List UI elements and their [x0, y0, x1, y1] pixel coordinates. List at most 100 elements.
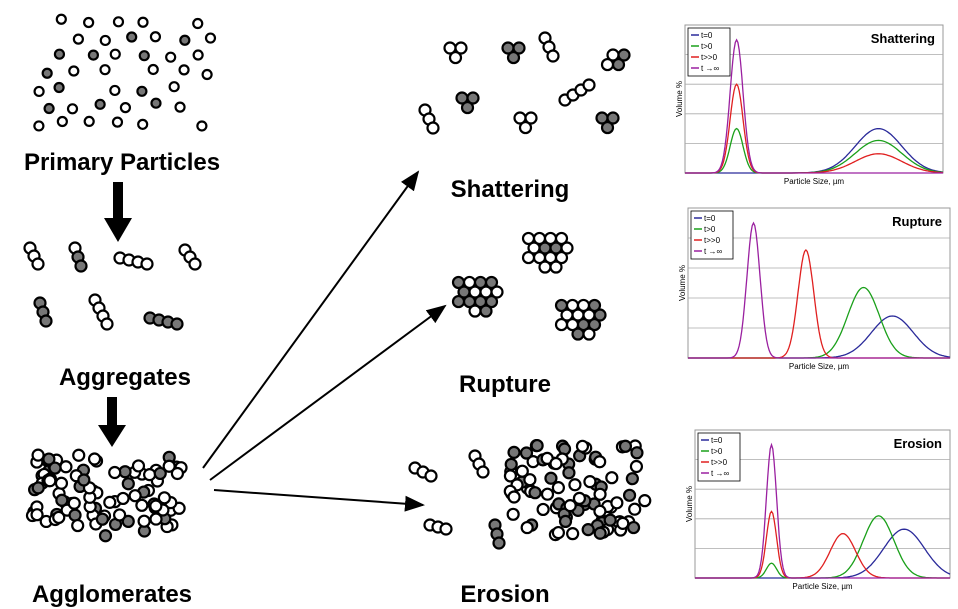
curve [688, 221, 950, 359]
particle [95, 512, 109, 526]
particle [439, 522, 453, 536]
particle [543, 231, 558, 246]
particle [100, 317, 114, 331]
particle [108, 465, 122, 480]
particle [451, 294, 466, 309]
particle [524, 111, 538, 125]
particle [572, 491, 587, 505]
legend-label: t=0 [701, 31, 713, 40]
process-arrows [202, 170, 447, 512]
particle [600, 57, 615, 72]
legend-label: t=0 [704, 214, 716, 223]
particle [593, 504, 607, 518]
particle [67, 496, 81, 510]
particle [587, 298, 602, 313]
legend-label: t>>0 [701, 53, 718, 62]
particle [179, 34, 191, 46]
particle [99, 34, 111, 47]
stage-label: Primary Particles [24, 149, 220, 176]
particle [528, 486, 542, 500]
particle [168, 81, 180, 93]
particle [503, 469, 518, 483]
particle [593, 455, 607, 469]
particle [544, 471, 558, 485]
plot-title: Erosion [894, 436, 942, 451]
particle [490, 285, 504, 299]
particle [149, 499, 163, 513]
particle [638, 494, 652, 508]
particle [593, 487, 607, 501]
particle [582, 327, 596, 341]
legend-label: t=0 [711, 436, 723, 445]
y-axis-label: Volume % [685, 486, 694, 522]
particle [136, 85, 148, 97]
particle [53, 48, 66, 60]
particle [473, 275, 488, 290]
particle [55, 13, 67, 25]
particle [630, 446, 644, 460]
particle [143, 468, 157, 482]
particle [518, 120, 533, 135]
particle [593, 308, 607, 322]
curve [685, 38, 943, 174]
particle [87, 49, 99, 61]
particle [140, 257, 154, 271]
particle [52, 510, 66, 525]
outcome-label: Shattering [451, 176, 570, 203]
particle [476, 465, 490, 479]
particle [126, 31, 138, 43]
particle [33, 85, 45, 98]
particle [558, 514, 573, 529]
particle [521, 250, 536, 265]
legend-label: t>0 [701, 42, 713, 51]
particle [507, 445, 521, 459]
particle [94, 98, 106, 110]
particle [147, 63, 159, 76]
particle [192, 17, 204, 30]
particle [192, 49, 204, 61]
particle [504, 457, 518, 472]
particle [31, 257, 45, 271]
particle [625, 472, 639, 486]
particle [551, 481, 565, 495]
particle [83, 115, 95, 128]
particle [116, 491, 130, 506]
particle [165, 51, 177, 63]
particle [424, 469, 438, 483]
particle [87, 452, 102, 466]
plot: Rupture t=0 t>0 t>>0 t →∞ Particle Size, µm Vo… [678, 207, 951, 371]
particle [162, 459, 176, 473]
particle [138, 50, 150, 62]
particle [616, 516, 630, 530]
plot-title: Shattering [871, 31, 935, 46]
particle [466, 91, 480, 105]
particle [103, 495, 117, 509]
particle [560, 308, 574, 322]
particle [512, 41, 526, 55]
legend-label: t>>0 [704, 236, 721, 245]
particle [454, 41, 468, 55]
particle [538, 260, 552, 274]
particle [204, 32, 217, 44]
particle [68, 65, 80, 77]
plot: Shattering t=0 t>0 t>>0 t →∞ Particle Size, µ… [675, 24, 944, 186]
particle [170, 466, 185, 481]
particle [551, 525, 565, 540]
particles [23, 13, 652, 550]
particle [43, 102, 55, 115]
particle [170, 317, 184, 331]
particle [576, 298, 591, 313]
legend-label: t>>0 [711, 458, 728, 467]
particle [30, 508, 44, 522]
legend-label: t →∞ [704, 247, 722, 256]
particle [77, 473, 91, 487]
particle [54, 476, 69, 490]
particle [549, 456, 563, 471]
particle [610, 496, 624, 510]
particle [520, 520, 534, 535]
particle [188, 257, 202, 271]
particle [628, 502, 642, 516]
particle [157, 491, 171, 505]
particle [72, 33, 84, 45]
particle [546, 49, 560, 63]
